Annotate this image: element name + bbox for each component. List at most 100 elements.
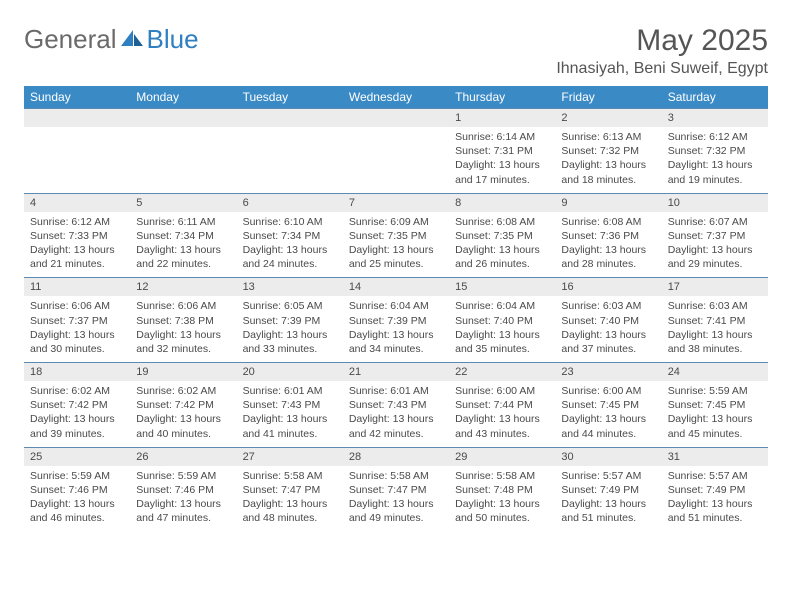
day-cell: 28Sunrise: 5:58 AMSunset: 7:47 PMDayligh…: [343, 447, 449, 532]
day-body: Sunrise: 5:58 AMSunset: 7:47 PMDaylight:…: [343, 466, 449, 532]
sunrise-text: Sunrise: 6:12 AM: [30, 215, 124, 229]
day-body: [237, 127, 343, 189]
day-cell: [24, 108, 130, 193]
sunrise-text: Sunrise: 6:02 AM: [136, 384, 230, 398]
day-number: [237, 108, 343, 127]
daylight-text: Daylight: 13 hours and 21 minutes.: [30, 243, 124, 271]
sunrise-text: Sunrise: 6:08 AM: [455, 215, 549, 229]
day-number: 7: [343, 193, 449, 212]
sunset-text: Sunset: 7:34 PM: [136, 229, 230, 243]
header: General Blue May 2025 Ihnasiyah, Beni Su…: [24, 24, 768, 78]
day-number: 30: [555, 447, 661, 466]
dow-thursday: Thursday: [449, 86, 555, 108]
week-row: 18Sunrise: 6:02 AMSunset: 7:42 PMDayligh…: [24, 362, 768, 447]
week-row: 1Sunrise: 6:14 AMSunset: 7:31 PMDaylight…: [24, 108, 768, 193]
daylight-text: Daylight: 13 hours and 28 minutes.: [561, 243, 655, 271]
sunrise-text: Sunrise: 5:57 AM: [668, 469, 762, 483]
day-cell: 3Sunrise: 6:12 AMSunset: 7:32 PMDaylight…: [662, 108, 768, 193]
day-body: Sunrise: 5:58 AMSunset: 7:47 PMDaylight:…: [237, 466, 343, 532]
day-body: Sunrise: 6:07 AMSunset: 7:37 PMDaylight:…: [662, 212, 768, 278]
day-body: Sunrise: 6:02 AMSunset: 7:42 PMDaylight:…: [24, 381, 130, 447]
sunrise-text: Sunrise: 5:58 AM: [455, 469, 549, 483]
day-number: 27: [237, 447, 343, 466]
daylight-text: Daylight: 13 hours and 30 minutes.: [30, 328, 124, 356]
dow-friday: Friday: [555, 86, 661, 108]
day-body: Sunrise: 5:59 AMSunset: 7:46 PMDaylight:…: [130, 466, 236, 532]
daylight-text: Daylight: 13 hours and 46 minutes.: [30, 497, 124, 525]
day-number: 1: [449, 108, 555, 127]
day-number: 25: [24, 447, 130, 466]
day-cell: 7Sunrise: 6:09 AMSunset: 7:35 PMDaylight…: [343, 193, 449, 278]
dow-row: Sunday Monday Tuesday Wednesday Thursday…: [24, 86, 768, 108]
daylight-text: Daylight: 13 hours and 34 minutes.: [349, 328, 443, 356]
sunset-text: Sunset: 7:32 PM: [561, 144, 655, 158]
daylight-text: Daylight: 13 hours and 29 minutes.: [668, 243, 762, 271]
day-number: 26: [130, 447, 236, 466]
day-body: Sunrise: 6:04 AMSunset: 7:39 PMDaylight:…: [343, 296, 449, 362]
day-number: 14: [343, 277, 449, 296]
week-row: 4Sunrise: 6:12 AMSunset: 7:33 PMDaylight…: [24, 193, 768, 278]
sunset-text: Sunset: 7:36 PM: [561, 229, 655, 243]
day-body: [343, 127, 449, 189]
sunset-text: Sunset: 7:46 PM: [136, 483, 230, 497]
day-number: 22: [449, 362, 555, 381]
day-cell: 25Sunrise: 5:59 AMSunset: 7:46 PMDayligh…: [24, 447, 130, 532]
daylight-text: Daylight: 13 hours and 45 minutes.: [668, 412, 762, 440]
sunrise-text: Sunrise: 6:01 AM: [243, 384, 337, 398]
dow-tuesday: Tuesday: [237, 86, 343, 108]
daylight-text: Daylight: 13 hours and 41 minutes.: [243, 412, 337, 440]
day-number: 5: [130, 193, 236, 212]
sunrise-text: Sunrise: 6:04 AM: [349, 299, 443, 313]
day-number: 20: [237, 362, 343, 381]
sunset-text: Sunset: 7:41 PM: [668, 314, 762, 328]
day-number: 23: [555, 362, 661, 381]
day-number: [24, 108, 130, 127]
day-body: Sunrise: 5:58 AMSunset: 7:48 PMDaylight:…: [449, 466, 555, 532]
day-cell: 9Sunrise: 6:08 AMSunset: 7:36 PMDaylight…: [555, 193, 661, 278]
day-number: 24: [662, 362, 768, 381]
sunrise-text: Sunrise: 5:58 AM: [243, 469, 337, 483]
daylight-text: Daylight: 13 hours and 19 minutes.: [668, 158, 762, 186]
sunset-text: Sunset: 7:35 PM: [349, 229, 443, 243]
day-body: Sunrise: 6:06 AMSunset: 7:38 PMDaylight:…: [130, 296, 236, 362]
day-cell: 5Sunrise: 6:11 AMSunset: 7:34 PMDaylight…: [130, 193, 236, 278]
day-number: 28: [343, 447, 449, 466]
day-body: Sunrise: 6:12 AMSunset: 7:33 PMDaylight:…: [24, 212, 130, 278]
day-body: Sunrise: 6:10 AMSunset: 7:34 PMDaylight:…: [237, 212, 343, 278]
sunrise-text: Sunrise: 6:04 AM: [455, 299, 549, 313]
sunset-text: Sunset: 7:33 PM: [30, 229, 124, 243]
sunrise-text: Sunrise: 6:01 AM: [349, 384, 443, 398]
day-number: 29: [449, 447, 555, 466]
day-cell: [130, 108, 236, 193]
day-number: 2: [555, 108, 661, 127]
sunset-text: Sunset: 7:49 PM: [561, 483, 655, 497]
sunset-text: Sunset: 7:40 PM: [561, 314, 655, 328]
dow-sunday: Sunday: [24, 86, 130, 108]
day-body: Sunrise: 6:11 AMSunset: 7:34 PMDaylight:…: [130, 212, 236, 278]
day-body: Sunrise: 6:03 AMSunset: 7:40 PMDaylight:…: [555, 296, 661, 362]
day-number: 4: [24, 193, 130, 212]
day-body: [130, 127, 236, 189]
daylight-text: Daylight: 13 hours and 47 minutes.: [136, 497, 230, 525]
sunrise-text: Sunrise: 6:06 AM: [30, 299, 124, 313]
day-number: 31: [662, 447, 768, 466]
day-number: 17: [662, 277, 768, 296]
calendar: Sunday Monday Tuesday Wednesday Thursday…: [24, 86, 768, 531]
sunset-text: Sunset: 7:45 PM: [561, 398, 655, 412]
calendar-page: General Blue May 2025 Ihnasiyah, Beni Su…: [0, 0, 792, 531]
day-cell: 14Sunrise: 6:04 AMSunset: 7:39 PMDayligh…: [343, 277, 449, 362]
sunset-text: Sunset: 7:43 PM: [243, 398, 337, 412]
day-body: [24, 127, 130, 189]
day-cell: 4Sunrise: 6:12 AMSunset: 7:33 PMDaylight…: [24, 193, 130, 278]
sunrise-text: Sunrise: 6:00 AM: [561, 384, 655, 398]
daylight-text: Daylight: 13 hours and 44 minutes.: [561, 412, 655, 440]
day-cell: 31Sunrise: 5:57 AMSunset: 7:49 PMDayligh…: [662, 447, 768, 532]
sunrise-text: Sunrise: 6:11 AM: [136, 215, 230, 229]
day-cell: 16Sunrise: 6:03 AMSunset: 7:40 PMDayligh…: [555, 277, 661, 362]
logo: General Blue: [24, 24, 199, 55]
sunset-text: Sunset: 7:49 PM: [668, 483, 762, 497]
month-title: May 2025: [556, 24, 768, 58]
day-cell: 13Sunrise: 6:05 AMSunset: 7:39 PMDayligh…: [237, 277, 343, 362]
day-number: 21: [343, 362, 449, 381]
logo-sail-icon: [119, 24, 145, 55]
